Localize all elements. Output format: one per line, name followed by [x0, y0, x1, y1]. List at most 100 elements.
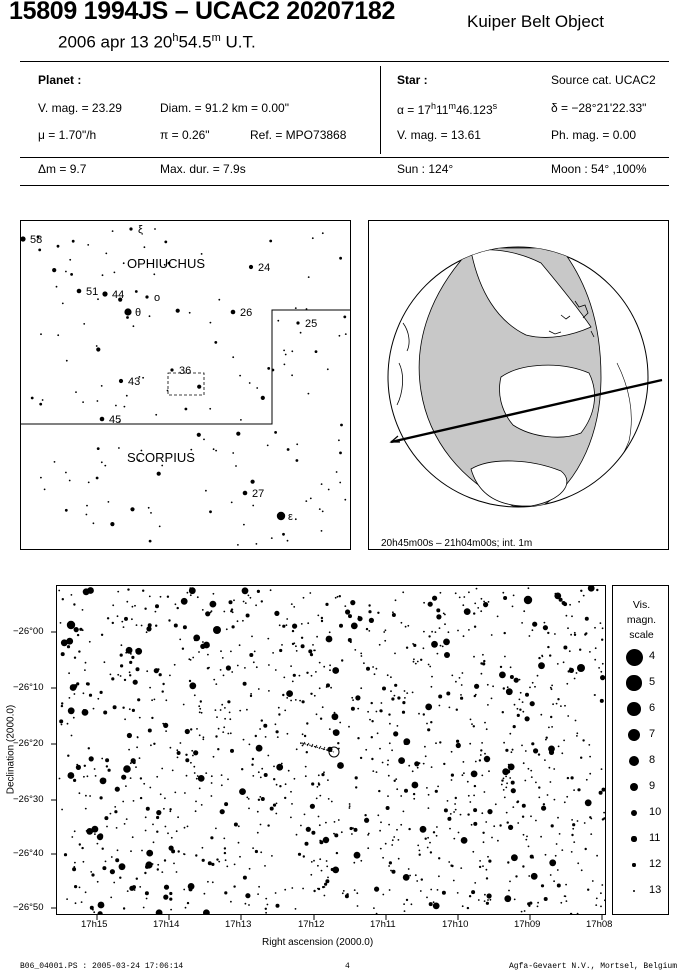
field-star [59, 622, 62, 624]
field-star [321, 232, 324, 235]
field-star [300, 824, 302, 827]
field-star [331, 713, 339, 721]
field-star [124, 718, 126, 721]
field-star [118, 863, 126, 871]
field-star [551, 726, 553, 728]
field-star [450, 773, 454, 777]
field-star [243, 523, 245, 526]
field-star [538, 656, 541, 660]
field-star [169, 674, 171, 677]
field-star [228, 711, 231, 714]
field-star [188, 311, 191, 314]
field-star [466, 780, 469, 783]
field-star [256, 831, 259, 834]
field-star [286, 697, 289, 699]
field-star [475, 587, 478, 590]
field-star [245, 893, 251, 899]
field-star [565, 614, 568, 617]
field-star [327, 779, 329, 781]
field-star [530, 872, 538, 880]
field-star [107, 501, 110, 503]
field-star [526, 835, 528, 838]
field-star [420, 878, 423, 881]
field-star [552, 703, 554, 706]
field-star [87, 587, 94, 594]
field-star [217, 727, 220, 730]
field-star [522, 710, 525, 713]
field-star [598, 790, 603, 795]
footer-company: Agfa-Gevaert N.V., Mortsel, Belgium [509, 962, 678, 971]
field-star [414, 874, 417, 877]
field-star [301, 733, 304, 736]
field-star [482, 653, 484, 656]
field-star [491, 836, 493, 839]
field-star [129, 777, 132, 779]
field-star [419, 890, 422, 892]
field-star [372, 770, 375, 772]
field-star [229, 732, 232, 735]
footer-page: 4 [345, 962, 350, 971]
field-star [410, 903, 413, 906]
field-star [83, 323, 86, 325]
scale-dot [632, 863, 636, 867]
field-star [195, 800, 197, 803]
field-star [412, 660, 415, 663]
field-star [441, 890, 446, 895]
field-star [258, 885, 260, 888]
field-star [290, 665, 292, 667]
field-star [339, 451, 342, 455]
field-star [360, 655, 363, 657]
field-star [385, 806, 390, 810]
field-star [209, 510, 212, 514]
field-star [316, 785, 319, 788]
field-star [519, 691, 522, 694]
field-star [292, 673, 296, 677]
field-star [576, 732, 579, 735]
field-star [323, 665, 326, 668]
field-star [105, 758, 110, 763]
field-star [510, 780, 515, 785]
field-star [529, 701, 535, 707]
field-star [454, 796, 457, 800]
field-star [309, 803, 315, 809]
field-star [468, 591, 470, 594]
field-star [158, 673, 162, 677]
field-star [162, 682, 165, 686]
named-star [102, 291, 108, 297]
field-star [223, 610, 226, 613]
field-star [462, 604, 465, 607]
field-star [295, 645, 297, 648]
field-star [556, 869, 559, 871]
field-star [436, 608, 441, 613]
globe-time-caption: 20h45m00s – 21h04m00s; int. 1m [381, 538, 533, 549]
field-star [149, 786, 152, 789]
field-star [364, 814, 367, 817]
field-star [148, 595, 151, 598]
field-star [471, 890, 476, 895]
field-star [388, 713, 391, 716]
field-star [321, 773, 325, 777]
field-star [132, 885, 136, 890]
field-star [504, 655, 506, 658]
field-star [453, 811, 455, 813]
field-star [241, 768, 244, 771]
field-star [109, 812, 112, 815]
field-star [538, 796, 541, 799]
field-star [246, 796, 249, 799]
field-star [387, 759, 389, 762]
named-star [21, 236, 26, 242]
field-star [367, 710, 369, 713]
field-star [116, 615, 119, 618]
field-star [524, 716, 530, 722]
field-star [201, 846, 204, 849]
field-star [427, 836, 429, 839]
field-star [431, 675, 433, 678]
field-star [422, 713, 425, 716]
field-star [502, 768, 510, 776]
field-star [565, 883, 567, 886]
field-star [261, 767, 264, 770]
field-star [462, 635, 465, 638]
x-tick-label: 17h13 [225, 919, 252, 930]
named-star-label: ξ [138, 224, 143, 236]
field-star [78, 650, 81, 653]
